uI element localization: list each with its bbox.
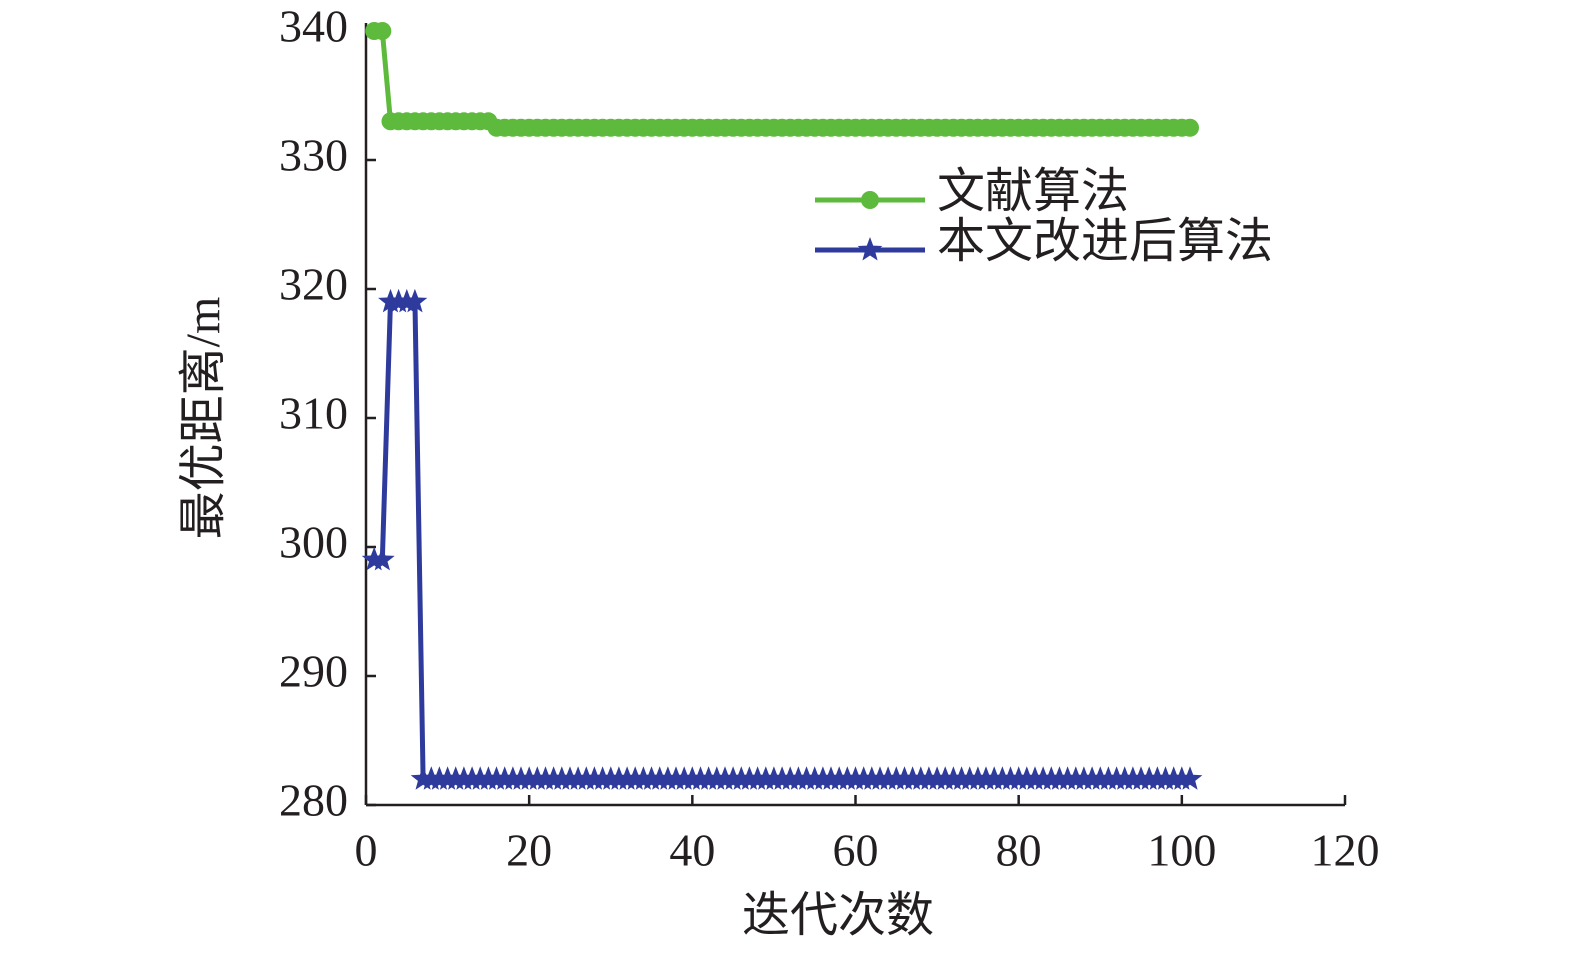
marker — [1180, 118, 1199, 137]
x-tick-label: 60 — [833, 825, 879, 876]
legend-text: 本文改进后算法 — [937, 215, 1273, 268]
y-tick-label: 280 — [279, 775, 348, 826]
series-line — [374, 28, 1190, 131]
marker — [402, 288, 428, 313]
x-axis-title: 迭代次数 — [742, 889, 934, 942]
x-tick-label: 100 — [1147, 825, 1216, 876]
legend-marker — [857, 237, 883, 261]
marker — [373, 22, 392, 40]
y-tick-label: 340 — [279, 1, 348, 52]
y-tick-label: 290 — [279, 646, 348, 697]
y-tick-label: 300 — [279, 517, 348, 568]
x-tick-label: 0 — [355, 825, 378, 876]
x-tick-label: 120 — [1311, 825, 1380, 876]
legend-text: 文献算法 — [937, 165, 1129, 218]
marker — [370, 546, 395, 571]
x-tick-label: 80 — [996, 825, 1042, 876]
y-axis-title: 最优距离/m — [177, 297, 230, 540]
marker — [1177, 766, 1203, 790]
legend-marker — [861, 191, 879, 209]
series-line — [374, 299, 1190, 782]
y-tick-label: 310 — [279, 388, 348, 439]
x-tick-label: 20 — [506, 825, 552, 876]
x-tick-label: 40 — [669, 825, 715, 876]
y-tick-label: 330 — [279, 130, 348, 181]
y-tick-label: 320 — [279, 259, 348, 310]
